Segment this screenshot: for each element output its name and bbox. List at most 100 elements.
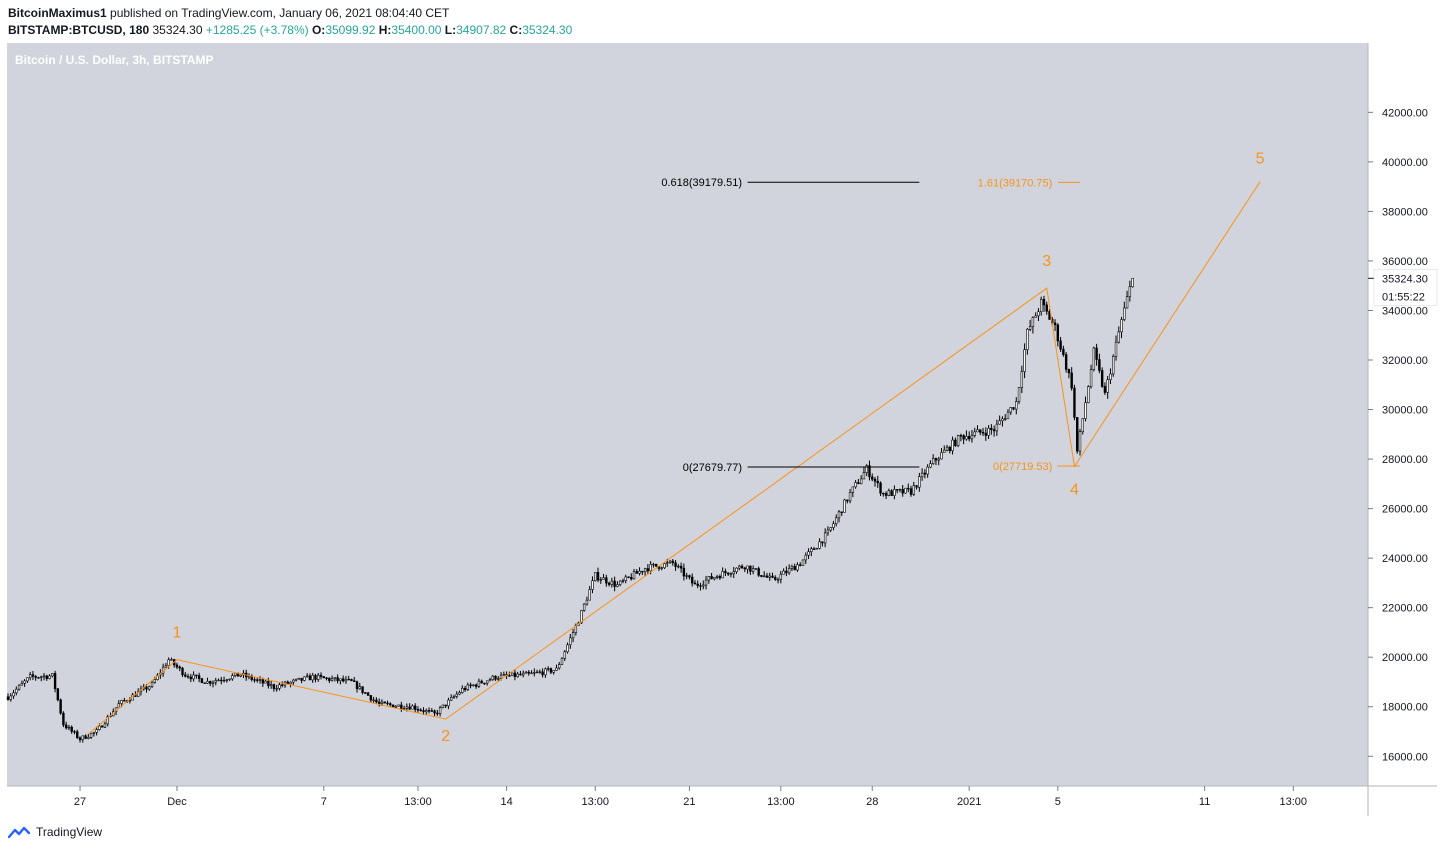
candle-body	[123, 700, 126, 702]
candle-body	[563, 651, 566, 659]
candle-body	[400, 704, 403, 709]
candle-body	[103, 723, 107, 728]
candle-body	[1106, 379, 1109, 393]
candle-body	[832, 523, 835, 528]
fib-level-label: 0(27719.53)	[993, 461, 1052, 473]
candle-body	[314, 674, 317, 680]
candle-body	[510, 672, 514, 676]
candle-body	[73, 731, 76, 733]
candle-body	[488, 679, 492, 682]
candle-body	[735, 567, 738, 573]
price-tick-label: 24000.00	[1382, 553, 1428, 565]
candle-body	[887, 490, 891, 496]
candle-body	[95, 729, 98, 733]
candle-body	[690, 576, 694, 584]
brand-name[interactable]: TradingView	[36, 825, 103, 839]
candle-body	[186, 675, 190, 678]
candle-body	[976, 429, 979, 433]
candle-body	[782, 570, 785, 575]
candle-body	[871, 476, 874, 480]
candle-body	[289, 681, 292, 685]
author-name[interactable]: BitcoinMaximus1	[8, 6, 107, 20]
candle-body	[64, 724, 68, 729]
open-value: 35099.92	[325, 23, 376, 37]
candle-body	[779, 573, 783, 580]
price-tick-label: 22000.00	[1382, 603, 1428, 615]
candle-body	[364, 692, 367, 694]
candle-body	[294, 678, 298, 681]
candle-body	[261, 679, 265, 684]
candle-body	[200, 678, 204, 684]
candle-body	[333, 677, 337, 680]
candle-body	[264, 680, 267, 684]
candle-body	[225, 679, 229, 681]
candle-body	[835, 517, 838, 524]
candle-body	[774, 577, 777, 580]
candle-body	[793, 566, 796, 571]
candle-body	[654, 563, 658, 567]
candle-body	[516, 673, 519, 677]
candle-body	[1017, 387, 1021, 402]
high-label: H:	[378, 23, 392, 37]
candle-body	[865, 465, 868, 473]
candle-body	[317, 674, 320, 680]
candle-body	[1128, 286, 1132, 298]
candle-body	[807, 551, 810, 556]
candle-body	[397, 704, 400, 707]
candle-body	[372, 699, 375, 702]
low-label: L:	[444, 23, 457, 37]
time-axis[interactable]: 27 Dec 7 13:00 14 13:00 21 13:00 28 2021 5 11 13:00	[74, 786, 1307, 808]
candle-body	[233, 672, 237, 676]
candle-body	[954, 439, 957, 447]
candle-body	[749, 565, 752, 572]
candle-body	[84, 735, 87, 739]
candle-body	[1009, 407, 1012, 413]
close-value: 35324.30	[522, 23, 573, 37]
candle-body	[527, 671, 530, 674]
candle-body	[962, 435, 965, 440]
candle-body	[591, 580, 594, 590]
time-tick-label: 27	[74, 796, 86, 808]
candle-body	[582, 603, 586, 611]
candle-body	[148, 686, 151, 690]
price-tick-label: 30000.00	[1382, 405, 1428, 417]
candle-body	[444, 704, 447, 707]
candle-body	[286, 681, 289, 685]
candle-body	[585, 599, 589, 605]
candle-body	[851, 486, 855, 493]
price-tick-label: 20000.00	[1382, 652, 1428, 664]
time-tick-label: Dec	[167, 796, 187, 808]
candle-body	[618, 580, 622, 585]
candle-body	[638, 570, 641, 574]
candle-body	[912, 485, 915, 495]
candle-body	[893, 489, 896, 496]
candle-body	[743, 567, 747, 570]
candle-body	[605, 577, 608, 584]
candle-body	[452, 696, 456, 698]
candle-body	[483, 682, 486, 685]
candle-body	[272, 684, 276, 689]
candle-body	[940, 452, 943, 460]
candle-body	[330, 678, 334, 681]
candle-body	[931, 458, 935, 464]
candle-body	[796, 564, 799, 571]
candle-body	[6, 696, 10, 700]
candle-body	[616, 584, 619, 587]
candle-body	[868, 465, 871, 478]
candle-body	[1073, 387, 1076, 418]
last-price: 35324.30	[152, 23, 203, 37]
candle-body	[56, 688, 60, 701]
candle-body	[873, 478, 877, 482]
time-tick-label: 21	[683, 796, 695, 808]
plot-area[interactable]	[7, 43, 1368, 786]
candle-body	[771, 575, 774, 578]
price-axis[interactable]: 16000.00 18000.00 20000.00 22000.00 24000.00…	[1368, 107, 1438, 763]
candle-body	[220, 679, 223, 682]
candle-body	[624, 576, 627, 581]
candle-body	[1112, 356, 1115, 375]
candle-body	[441, 704, 445, 708]
candle-body	[558, 664, 561, 669]
candle-body	[1076, 417, 1079, 452]
candle-body	[383, 701, 386, 704]
